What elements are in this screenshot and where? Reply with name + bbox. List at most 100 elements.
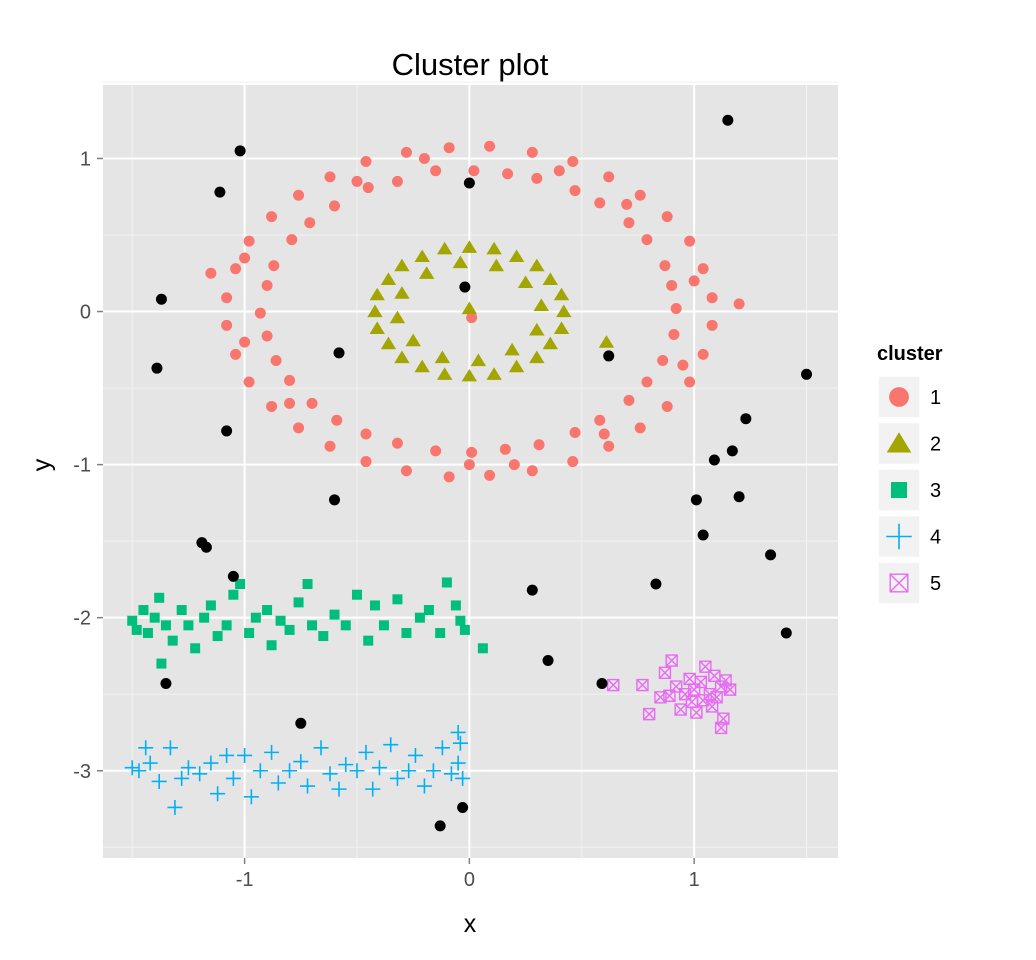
noise-point: [526, 584, 538, 596]
cluster-4-point: [203, 755, 219, 771]
legend-label: 4: [930, 527, 941, 549]
cluster-2-point: [556, 304, 572, 318]
cluster-3-point: [244, 627, 255, 638]
cluster-4-point: [450, 755, 466, 771]
cluster-3-point: [212, 631, 223, 642]
cluster-3-point: [228, 589, 239, 600]
cluster-4-point: [365, 781, 381, 797]
cluster-3-point: [190, 643, 201, 654]
cluster-3-point: [183, 620, 194, 631]
cluster-1-point: [418, 152, 430, 164]
cluster-1-point: [284, 397, 296, 409]
cluster-1-point: [668, 329, 680, 341]
cluster-1-point: [526, 146, 538, 158]
cluster-1-point: [526, 465, 538, 477]
legend: cluster 1 2 3 4 5: [877, 343, 943, 605]
cluster-3-point: [167, 635, 178, 646]
legend-item-1: 1: [877, 375, 941, 419]
cluster-4-point: [389, 770, 405, 786]
cluster-2-point: [394, 286, 410, 299]
cluster-4-point: [167, 799, 183, 815]
cluster-2-point: [461, 301, 478, 315]
cluster-2-point: [405, 333, 421, 347]
cluster-1-point: [634, 189, 646, 201]
cluster-1-point: [306, 397, 318, 409]
cluster-1-point: [657, 355, 669, 367]
cluster-1-point: [468, 165, 480, 177]
cluster-4-point: [322, 766, 338, 782]
cluster-5-point: [642, 707, 656, 721]
cluster-1-point: [533, 439, 545, 451]
data-points: [124, 114, 813, 832]
cluster-1-point: [362, 182, 374, 194]
cluster-4-point: [282, 763, 298, 779]
cluster-1-point: [502, 168, 514, 180]
cluster-1-point: [466, 446, 478, 458]
cluster-3-point: [414, 612, 425, 623]
cluster-1-point: [569, 185, 581, 197]
cluster-2-point: [470, 353, 487, 367]
cluster-1-point: [400, 465, 412, 477]
cluster-3-point: [142, 627, 153, 638]
cluster-1-point: [641, 376, 653, 388]
cluster-1-point: [351, 175, 363, 187]
cluster-2-point: [486, 241, 502, 255]
cluster-1-point: [463, 459, 475, 471]
chart-title: Cluster plot: [392, 47, 549, 82]
cluster-2-point: [598, 335, 615, 348]
cluster-2-point: [369, 321, 385, 334]
cluster-1-point: [733, 298, 745, 310]
cluster-1-point: [230, 263, 242, 275]
cluster-1-point: [623, 217, 635, 229]
cluster-4-point: [401, 763, 417, 779]
cluster-2-point: [414, 359, 430, 373]
legend-title: cluster: [877, 343, 943, 365]
cluster-3-point: [351, 589, 362, 600]
cluster-1-point: [677, 359, 689, 371]
cluster-1-point: [603, 440, 615, 452]
cluster-4-point: [138, 740, 154, 756]
noise-point: [457, 801, 469, 813]
panel-background: [103, 85, 838, 858]
x-tick-label: -1: [236, 869, 254, 891]
cluster-5-point: [658, 666, 672, 679]
cluster-4-point: [331, 781, 347, 797]
noise-point: [801, 368, 813, 380]
noise-point: [155, 293, 167, 305]
cluster-3-point: [250, 612, 261, 623]
cluster-2-point: [414, 249, 430, 263]
cluster-1-point: [567, 456, 579, 468]
cluster-1-point: [531, 172, 543, 184]
cluster-1-point: [641, 234, 653, 246]
cluster-5-point: [694, 675, 708, 689]
legend-item-2: 2: [877, 421, 941, 466]
cluster-4-point: [237, 747, 253, 763]
x-tick-label: 0: [464, 869, 475, 891]
cluster-1-point: [239, 252, 251, 264]
cluster-3-point: [441, 577, 452, 588]
cluster-4-point: [174, 770, 190, 786]
cluster-1-point: [594, 414, 606, 426]
cluster-1-point: [205, 267, 217, 279]
cluster-3-point: [284, 624, 295, 635]
legend-key-background: [877, 468, 921, 512]
cluster-2-point: [380, 336, 397, 350]
y-axis-label: y: [28, 458, 56, 471]
noise-point: [151, 362, 163, 374]
noise-point: [200, 541, 212, 553]
cluster-1-point: [261, 330, 273, 342]
noise-point: [542, 655, 554, 667]
cluster-1-point: [293, 189, 305, 201]
cluster-1-point: [697, 263, 709, 275]
cluster-2-series: [367, 240, 615, 382]
noise-point: [690, 494, 702, 506]
cluster-1-point: [661, 211, 673, 223]
cluster-1-point: [221, 292, 233, 304]
cluster-4-point: [293, 754, 309, 770]
cluster-2-point: [436, 241, 453, 255]
cluster-2-point: [504, 342, 520, 356]
noise-point: [765, 549, 777, 561]
cluster-4-point: [443, 766, 459, 782]
cluster-3-point: [221, 620, 232, 631]
cluster-4-point: [252, 763, 268, 779]
